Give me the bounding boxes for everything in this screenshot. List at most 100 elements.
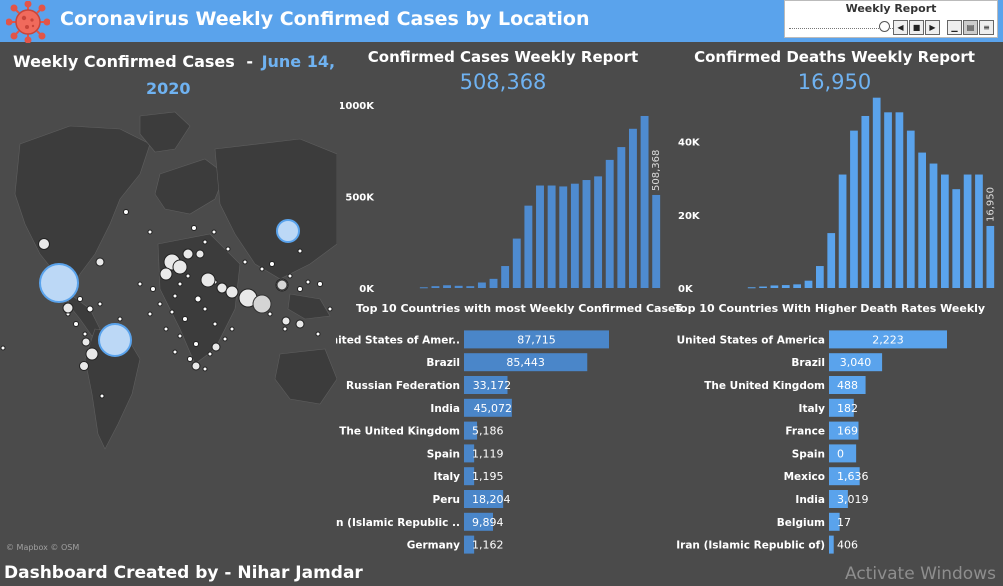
category-label: Spain	[427, 448, 460, 460]
category-label: The United Kingdom	[339, 426, 460, 438]
bar[interactable]	[829, 376, 866, 394]
bar[interactable]	[477, 282, 486, 288]
pager-slider-knob[interactable]	[879, 21, 890, 32]
top-cases-chart[interactable]: United States of Amer.. 87,715 Brazil 85,44…	[336, 326, 666, 554]
bar[interactable]	[838, 174, 847, 288]
world-map[interactable]	[0, 104, 337, 558]
weekly-cases-chart[interactable]: 0K 500K 1000K 508,368	[340, 95, 665, 295]
bar[interactable]	[464, 467, 475, 486]
bar[interactable]	[829, 535, 834, 554]
bar[interactable]	[464, 535, 475, 554]
bar[interactable]	[640, 115, 649, 288]
bar[interactable]	[524, 205, 533, 288]
bar[interactable]	[952, 189, 961, 288]
windows-watermark: Activate Windows	[845, 564, 996, 584]
bar[interactable]	[759, 286, 767, 288]
bar[interactable]	[464, 330, 609, 349]
bar-value-label: 1,119	[472, 447, 504, 460]
bar[interactable]	[829, 512, 840, 531]
prev-icon[interactable]: ◀	[893, 20, 908, 35]
map-heading-date: June 14,	[261, 52, 336, 71]
bar[interactable]	[850, 130, 858, 288]
pager-slider-track[interactable]	[789, 28, 901, 32]
top-deaths-chart[interactable]: United States of America 2,223 Brazil 3,040…	[670, 326, 1000, 554]
category-label: The United Kingdom	[704, 380, 825, 392]
bar[interactable]	[829, 421, 859, 440]
bar[interactable]	[454, 285, 463, 288]
bar[interactable]	[975, 174, 983, 288]
bar[interactable]	[464, 398, 512, 417]
bar[interactable]	[829, 467, 860, 486]
bar[interactable]	[895, 112, 904, 288]
bar[interactable]	[816, 266, 824, 288]
bar[interactable]	[827, 233, 836, 288]
weekly-deaths-chart[interactable]: 0K 20K 40K 16,950	[670, 95, 1000, 295]
bar[interactable]	[804, 280, 813, 288]
bar[interactable]	[829, 490, 848, 508]
bar[interactable]	[872, 97, 881, 289]
bar[interactable]	[652, 194, 661, 288]
bar[interactable]	[918, 152, 926, 288]
map-heading: Weekly Confirmed Cases - June 14,	[13, 52, 335, 71]
bar-value-label: 9,894	[472, 516, 504, 529]
bar[interactable]	[501, 266, 510, 288]
bar[interactable]	[464, 421, 478, 440]
category-label: Spain	[792, 448, 825, 460]
bar-value-label: 1,195	[472, 470, 504, 483]
stop-icon[interactable]: ■	[909, 20, 924, 35]
bar[interactable]	[489, 278, 498, 288]
bar[interactable]	[443, 285, 451, 288]
bar[interactable]	[464, 353, 588, 372]
bar[interactable]	[793, 284, 801, 288]
bar[interactable]	[559, 186, 568, 288]
bar[interactable]	[629, 128, 637, 288]
dashboard-title: Coronavirus Weekly Confirmed Cases by Lo…	[60, 8, 590, 30]
settings-icon[interactable]: ▁	[947, 20, 962, 35]
bar[interactable]	[594, 176, 603, 288]
bar[interactable]	[466, 286, 475, 288]
bar-value-label: 182	[837, 402, 858, 415]
last-value-label: 16,950	[985, 187, 996, 222]
list-icon[interactable]: ▤	[963, 20, 978, 35]
bar[interactable]	[861, 115, 870, 288]
bar[interactable]	[963, 174, 972, 288]
bar[interactable]	[431, 286, 440, 288]
bar[interactable]	[512, 238, 521, 288]
bar[interactable]	[464, 512, 493, 531]
bar[interactable]	[547, 185, 556, 288]
bar[interactable]	[419, 287, 428, 289]
bar[interactable]	[582, 180, 591, 288]
category-label: India	[430, 403, 460, 415]
bar[interactable]	[906, 130, 915, 288]
bar[interactable]	[617, 147, 626, 288]
next-icon[interactable]: ▶	[925, 20, 940, 35]
bar[interactable]	[986, 225, 995, 288]
bar-value-label: 1,162	[472, 539, 504, 552]
deaths-report-title: Confirmed Deaths Weekly Report	[694, 48, 975, 66]
bar[interactable]	[829, 444, 857, 463]
bar-value-label: 87,715	[517, 333, 556, 346]
bar[interactable]	[929, 163, 938, 288]
bar[interactable]	[829, 398, 854, 417]
bar[interactable]	[536, 185, 544, 288]
bar[interactable]	[464, 376, 508, 394]
bar[interactable]	[884, 112, 892, 288]
bar[interactable]	[829, 353, 883, 372]
bar[interactable]	[747, 287, 756, 289]
menu-icon[interactable]: ≡	[979, 20, 994, 35]
bar[interactable]	[941, 174, 949, 288]
bar[interactable]	[464, 444, 475, 463]
bar[interactable]	[770, 285, 779, 288]
bar-value-label: 2,223	[872, 333, 904, 346]
bar[interactable]	[781, 285, 790, 288]
y-tick-label: 40K	[678, 138, 701, 149]
cases-report-total: 508,368	[459, 70, 547, 94]
bar[interactable]	[829, 330, 947, 349]
bar-value-label: 5,186	[472, 425, 504, 438]
virus-icon	[6, 1, 50, 43]
bar[interactable]	[570, 183, 579, 288]
category-label: Iran (Islamic Republic ..	[336, 517, 460, 529]
bar[interactable]	[464, 490, 504, 508]
bar-value-label: 17	[837, 516, 851, 529]
bar[interactable]	[605, 159, 614, 288]
